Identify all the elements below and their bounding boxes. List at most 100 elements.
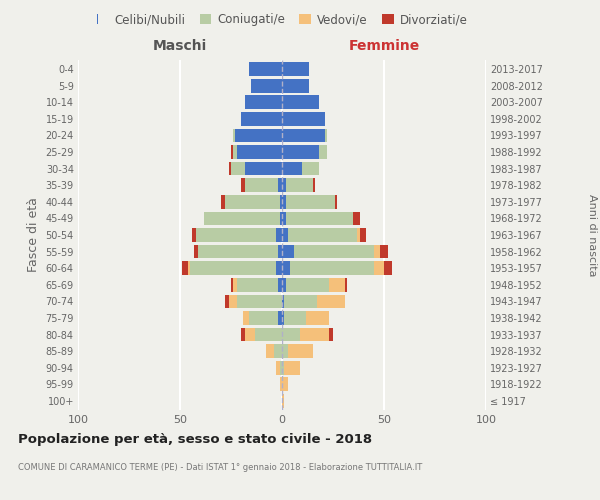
Bar — [182, 262, 188, 275]
Bar — [199, 245, 278, 258]
Bar — [278, 178, 282, 192]
Bar — [241, 328, 245, 342]
Bar — [229, 294, 237, 308]
Bar — [194, 245, 199, 258]
Bar — [335, 195, 337, 208]
Bar — [282, 378, 288, 391]
Bar — [282, 262, 290, 275]
Bar — [276, 228, 282, 242]
Bar — [282, 96, 319, 109]
Bar — [288, 228, 358, 242]
Bar — [278, 311, 282, 324]
Bar — [286, 212, 353, 225]
Bar — [282, 328, 301, 342]
Bar — [231, 162, 245, 175]
Bar — [237, 278, 278, 291]
Bar — [245, 328, 256, 342]
Bar — [280, 361, 282, 374]
Bar — [243, 311, 250, 324]
Bar — [358, 228, 359, 242]
Bar — [241, 178, 245, 192]
Text: Anni di nascita: Anni di nascita — [587, 194, 597, 276]
Bar — [345, 278, 347, 291]
Text: Femmine: Femmine — [349, 38, 419, 52]
Bar — [384, 262, 392, 275]
Bar — [284, 361, 301, 374]
Bar — [192, 228, 196, 242]
Bar — [282, 79, 308, 92]
Bar — [231, 146, 233, 159]
Bar — [282, 62, 308, 76]
Bar — [282, 278, 286, 291]
Bar — [282, 394, 284, 407]
Bar — [245, 96, 282, 109]
Bar — [282, 178, 286, 192]
Bar — [233, 128, 235, 142]
Bar — [276, 262, 282, 275]
Bar — [290, 262, 374, 275]
Bar — [282, 361, 284, 374]
Bar — [266, 344, 274, 358]
Bar — [282, 245, 294, 258]
Bar — [235, 128, 282, 142]
Legend: Celibi/Nubili, Coniugati/e, Vedovi/e, Divorziati/e: Celibi/Nubili, Coniugati/e, Vedovi/e, Di… — [92, 8, 472, 31]
Bar — [225, 294, 229, 308]
Bar — [282, 112, 325, 126]
Bar — [245, 178, 278, 192]
Bar — [329, 278, 345, 291]
Bar — [280, 195, 282, 208]
Bar — [280, 212, 282, 225]
Bar — [282, 195, 286, 208]
Bar — [282, 344, 288, 358]
Bar — [284, 294, 317, 308]
Bar — [282, 311, 284, 324]
Bar — [221, 195, 225, 208]
Bar — [282, 146, 319, 159]
Bar — [245, 162, 282, 175]
Bar — [241, 112, 282, 126]
Text: Maschi: Maschi — [153, 38, 207, 52]
Bar — [225, 195, 280, 208]
Bar — [229, 162, 231, 175]
Bar — [233, 278, 237, 291]
Y-axis label: Fasce di età: Fasce di età — [27, 198, 40, 272]
Bar — [380, 245, 388, 258]
Bar — [302, 162, 319, 175]
Bar — [329, 328, 333, 342]
Bar — [359, 228, 365, 242]
Bar — [325, 128, 327, 142]
Bar — [274, 344, 282, 358]
Bar — [205, 212, 280, 225]
Bar — [317, 294, 345, 308]
Bar — [313, 178, 314, 192]
Bar — [286, 278, 329, 291]
Bar — [188, 262, 190, 275]
Bar — [250, 311, 278, 324]
Bar — [374, 262, 384, 275]
Bar — [282, 162, 302, 175]
Text: Popolazione per età, sesso e stato civile - 2018: Popolazione per età, sesso e stato civil… — [18, 432, 372, 446]
Bar — [282, 128, 325, 142]
Bar — [307, 311, 329, 324]
Bar — [282, 212, 286, 225]
Bar — [286, 195, 335, 208]
Bar — [251, 79, 282, 92]
Bar — [286, 178, 313, 192]
Bar — [284, 311, 307, 324]
Bar — [196, 228, 276, 242]
Bar — [280, 378, 282, 391]
Bar — [319, 146, 327, 159]
Text: COMUNE DI CARAMANICO TERME (PE) - Dati ISTAT 1° gennaio 2018 - Elaborazione TUTT: COMUNE DI CARAMANICO TERME (PE) - Dati I… — [18, 462, 422, 471]
Bar — [237, 146, 282, 159]
Bar — [250, 62, 282, 76]
Bar — [231, 278, 233, 291]
Bar — [278, 245, 282, 258]
Bar — [278, 278, 282, 291]
Bar — [233, 146, 237, 159]
Bar — [237, 294, 282, 308]
Bar — [190, 262, 276, 275]
Bar — [301, 328, 329, 342]
Bar — [294, 245, 374, 258]
Bar — [374, 245, 380, 258]
Bar — [276, 361, 280, 374]
